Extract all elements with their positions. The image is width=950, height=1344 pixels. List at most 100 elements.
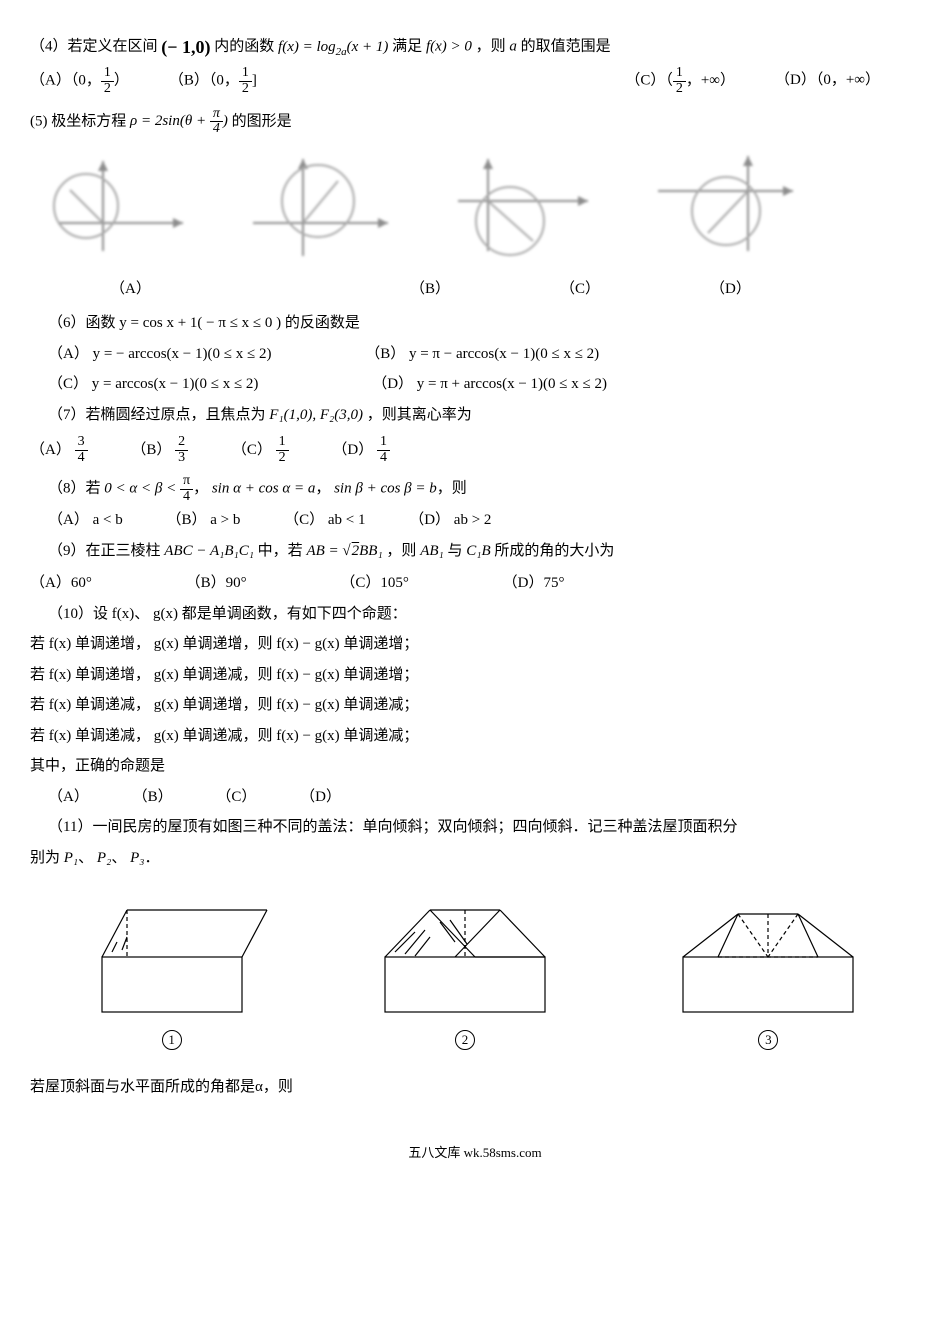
q4-optD: （D）（0，+∞）	[775, 66, 880, 96]
q10-optA: （A）	[48, 789, 89, 805]
q8-eq1: sin α + cos α = a	[212, 480, 316, 496]
q5-lab-a: （A）	[110, 275, 260, 304]
q9-lhs: AB =	[306, 543, 342, 559]
q8-pi: π	[180, 474, 193, 490]
q11-p3: P₃	[130, 850, 144, 866]
q8-prefix: （8）若	[48, 480, 101, 496]
roof2-num: 2	[455, 1030, 475, 1050]
q7-Al: （A）	[30, 442, 71, 458]
q10-head: （10）设 f(x)、 g(x) 都是单调函数，有如下四个命题：	[30, 600, 920, 629]
q8-4: 4	[180, 490, 193, 505]
q10-p3: 若 f(x) 单调递减， g(x) 单调递增，则 f(x) − g(x) 单调递…	[30, 691, 920, 720]
q9-s2: C₁B	[466, 543, 490, 559]
q7-Bn: 2	[175, 435, 188, 451]
q4-A-d: 2	[101, 82, 114, 97]
spacer	[297, 66, 625, 96]
q10-optC: （C）	[216, 789, 256, 805]
q9-m3: 与	[447, 543, 462, 559]
q5-prefix: (5) 极坐标方程	[30, 113, 126, 129]
q8-options: （A） a < b （B） a > b （C） ab < 1 （D） ab > …	[30, 506, 920, 535]
q4-func: f(x) = log2a(x + 1)	[278, 39, 392, 55]
q4-C-n: 1	[673, 66, 686, 82]
q4-C-pre: （C）（	[625, 73, 673, 89]
q5-pi: π	[210, 107, 223, 123]
q7-Ad: 4	[75, 451, 88, 466]
q10-optB: （B）	[133, 789, 173, 805]
q10-among: 其中，正确的命题是	[30, 752, 920, 781]
q9-m1: 中，若	[258, 543, 303, 559]
q9-rhs: BB₁	[359, 543, 383, 559]
q4-optB: （B）（0，12]	[169, 66, 257, 96]
q5-tail: 的图形是	[232, 113, 292, 129]
q7-optD: （D） 14	[332, 442, 390, 458]
q11-s2: 、	[111, 850, 130, 866]
q5-eq: ρ = 2sin(θ + π4)	[130, 113, 232, 129]
q4-A-n: 1	[101, 66, 114, 82]
q4-optC: （C）（12，+∞）	[625, 66, 735, 96]
q8: （8）若 0 < α < β < π4， sin α + cos α = a， …	[30, 474, 920, 504]
q8-optA: （A） a < b	[48, 512, 123, 528]
q11-dot: ．	[144, 850, 159, 866]
q4-options: （A）（0，12） （B）（0，12] （C）（12，+∞） （D）（0，+∞）	[30, 66, 920, 96]
q5-fig-a	[48, 151, 218, 261]
q8-optB: （B） a > b	[166, 512, 240, 528]
q7-Cd: 2	[276, 451, 289, 466]
q6: （6）函数 y = cos x + 1( − π ≤ x ≤ 0 ) 的反函数是	[30, 309, 920, 338]
q9-optA: （A）60°	[30, 575, 92, 591]
q5-lab-d: （D）	[710, 275, 860, 304]
q10-p1: 若 f(x) 单调递增， g(x) 单调递增，则 f(x) − g(x) 单调递…	[30, 630, 920, 659]
q4: （4）若定义在区间 (− 1,0) 内的函数 f(x) = log2a(x + …	[30, 30, 920, 64]
q4-A-post: ）	[114, 73, 129, 89]
q10-options: （A） （B） （C） （D）	[30, 783, 920, 812]
q4-mid1: 内的函数	[214, 39, 274, 55]
q7: （7）若椭圆经过原点，且焦点为 F₁(1,0), F₂(3,0) ，则其离心率为	[30, 401, 920, 430]
q11-p2: P₂	[97, 850, 111, 866]
q11-cont: 别为 P₁、 P₂、 P₃．	[30, 844, 920, 873]
q11-p1: P₁	[64, 850, 78, 866]
q9-sqrt: 2	[351, 543, 360, 559]
q4-C-d: 2	[673, 82, 686, 97]
q4-cond: f(x) > 0	[426, 39, 472, 55]
q8-m1: ，	[193, 480, 208, 496]
q9-m2: ，则	[386, 543, 416, 559]
q5-figures	[48, 151, 920, 261]
page-footer: 五八文库 wk.58sms.com	[30, 1141, 920, 1166]
q5-lab-b	[260, 275, 410, 304]
q6-optD: （D） y = π + arccos(x − 1)(0 ≤ x ≤ 2)	[372, 376, 607, 392]
q7-Cl: （C）	[232, 442, 272, 458]
q4-var: a	[509, 39, 517, 55]
q9-optD: （D）75°	[503, 575, 565, 591]
q7-prefix: （7）若椭圆经过原点，且焦点为	[48, 407, 266, 423]
q7-foci: F₁(1,0), F₂(3,0)	[269, 407, 363, 423]
q7-optC: （C） 12	[232, 442, 289, 458]
q5-eq-lhs: ρ = 2sin(θ +	[130, 113, 210, 129]
q5-fig-b	[248, 151, 418, 261]
q4-func-lhs: f(x) = log	[278, 39, 336, 55]
q4-text: （4）若定义在区间	[30, 39, 158, 55]
roof2: 2	[355, 892, 575, 1055]
roof3-num: 3	[758, 1030, 778, 1050]
q7-options: （A） 34 （B） 23 （C） 12 （D） 14	[30, 435, 920, 465]
q8-m2: ，	[315, 480, 330, 496]
q9-eq: AB = √2BB₁	[306, 543, 386, 559]
q5-fig-c	[448, 151, 618, 261]
q7-Dl: （D）	[332, 442, 373, 458]
q4-tail2: 的取值范围是	[521, 39, 611, 55]
q8-eq2: sin β + cos β = b	[334, 480, 437, 496]
q8-tail: ，则	[437, 480, 467, 496]
q6-row2: （C） y = arccos(x − 1)(0 ≤ x ≤ 2) （D） y =…	[30, 370, 920, 399]
q10-optD: （D）	[300, 789, 341, 805]
q4-mid2: 满足	[392, 39, 422, 55]
q9-optB: （B）90°	[186, 575, 247, 591]
q6-row1: （A） y = − arccos(x − 1)(0 ≤ x ≤ 2) （B） y…	[30, 340, 920, 369]
roof3: 3	[658, 892, 878, 1055]
q9-s1: AB₁	[420, 543, 444, 559]
q8-optC: （C） ab < 1	[284, 512, 365, 528]
q6-optA: （A） y = − arccos(x − 1)(0 ≤ x ≤ 2)	[48, 346, 271, 362]
q4-logarg: (x + 1)	[347, 39, 389, 55]
q4-logsub: 2a	[336, 46, 347, 58]
q4-interval: (− 1,0)	[161, 30, 210, 64]
q4-A-pre: （A）（0，	[30, 73, 101, 89]
q7-An: 3	[75, 435, 88, 451]
q10-p4: 若 f(x) 单调递减， g(x) 单调递减，则 f(x) − g(x) 单调递…	[30, 722, 920, 751]
